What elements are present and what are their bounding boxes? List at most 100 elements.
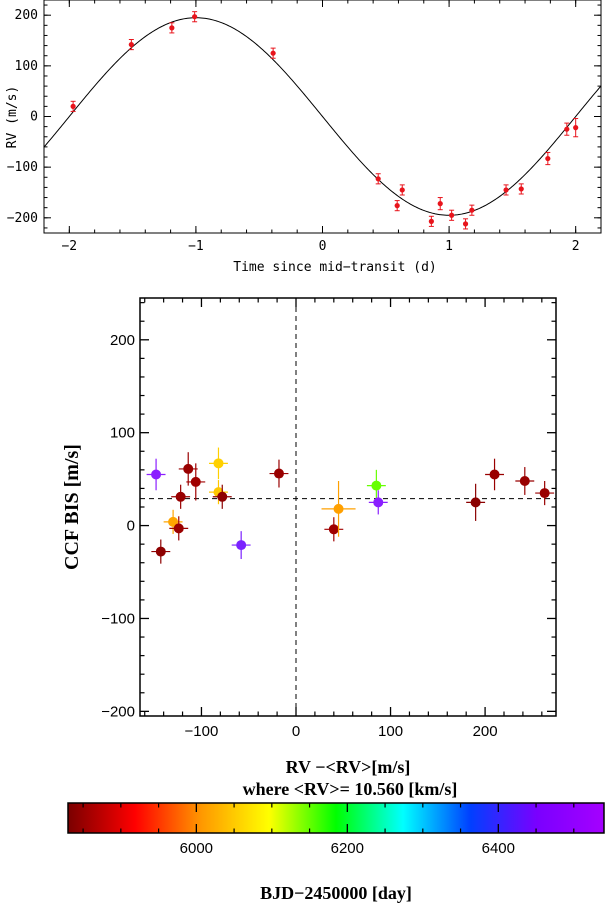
rv-ytick-label: −100 bbox=[7, 160, 38, 175]
rv-point bbox=[428, 215, 434, 227]
bis-point bbox=[209, 447, 228, 480]
bis-point bbox=[324, 517, 344, 542]
rv-point bbox=[375, 173, 381, 185]
bis-marker bbox=[190, 476, 201, 487]
rv-model-curve bbox=[44, 17, 601, 216]
bis-xtick-label: 0 bbox=[292, 723, 300, 740]
colorbar-tick-label: 6400 bbox=[482, 840, 515, 857]
rv-xtick-label: 0 bbox=[319, 239, 327, 254]
rv-xtick-label: 1 bbox=[445, 239, 453, 254]
bis-marker bbox=[155, 546, 166, 557]
bis-marker bbox=[236, 540, 247, 551]
rv-point bbox=[469, 204, 475, 216]
rv-point bbox=[70, 100, 76, 112]
bis-point bbox=[178, 452, 198, 486]
bis-point bbox=[171, 484, 191, 509]
bis-point bbox=[146, 458, 166, 491]
rv-ytick-label: 200 bbox=[15, 8, 38, 23]
rv-marker bbox=[503, 187, 509, 193]
rv-marker bbox=[428, 218, 434, 224]
rv-marker bbox=[192, 14, 198, 20]
bis-marker bbox=[539, 488, 550, 499]
bis-xtick-label: 200 bbox=[473, 723, 498, 740]
rv-point bbox=[503, 184, 509, 196]
colorbar-tick-label: 6200 bbox=[331, 840, 364, 857]
rv-marker bbox=[70, 103, 76, 109]
colorbar-gradient bbox=[67, 802, 605, 834]
bis-marker bbox=[217, 491, 228, 502]
rv-marker bbox=[449, 212, 455, 218]
rv-ytick-label: 0 bbox=[30, 110, 38, 125]
rv-point bbox=[270, 47, 276, 59]
rv-panel: −2 −1 0 1 2 −200 −100 0 100 200 Time since mid−tr… bbox=[5, 0, 602, 275]
bis-marker bbox=[371, 480, 382, 491]
rv-marker bbox=[169, 25, 175, 31]
bis-point bbox=[269, 459, 289, 488]
rv-xlabel: Time since mid−transit (d) bbox=[233, 260, 437, 275]
bis-marker bbox=[151, 469, 162, 480]
bis-point bbox=[485, 458, 504, 491]
bis-marker bbox=[183, 463, 194, 474]
rv-marker bbox=[270, 50, 276, 56]
rv-point bbox=[192, 11, 198, 23]
bis-point bbox=[169, 516, 189, 541]
colorbar-tick-label: 6000 bbox=[180, 840, 213, 857]
bis-marker bbox=[168, 516, 179, 527]
rv-marker bbox=[564, 126, 570, 132]
bis-point bbox=[186, 463, 206, 501]
rv-marker bbox=[545, 155, 551, 162]
bis-panel: −100 0 100 200 −200 −100 0 100 200 RV −<RV>[m/s]… bbox=[61, 297, 557, 799]
rv-marker bbox=[518, 186, 524, 192]
bis-point bbox=[535, 480, 555, 506]
bis-ytick-label: 0 bbox=[127, 518, 135, 535]
bis-marker bbox=[173, 523, 184, 534]
bis-marker bbox=[273, 468, 284, 479]
rv-xtick-label: −2 bbox=[61, 239, 77, 254]
bis-point bbox=[163, 509, 183, 534]
rv-point bbox=[394, 200, 400, 212]
rv-point bbox=[399, 184, 405, 196]
colorbar-label: BJD−2450000 [day] bbox=[260, 883, 412, 903]
bis-xlabel-2: where <RV>= 10.560 [km/s] bbox=[243, 779, 458, 799]
bis-point bbox=[366, 469, 386, 502]
bis-ytick-label: 100 bbox=[110, 425, 135, 442]
colorbar: 6000 6200 6400 BJD−2450000 [day] bbox=[67, 802, 605, 903]
bis-point bbox=[368, 490, 388, 515]
bis-point bbox=[212, 484, 232, 509]
bis-marker bbox=[328, 524, 339, 535]
rv-point bbox=[128, 39, 134, 51]
rv-point bbox=[518, 183, 524, 195]
bis-xlabel: RV −<RV>[m/s] bbox=[286, 757, 411, 777]
rv-ytick-label: 100 bbox=[15, 59, 38, 74]
rv-marker bbox=[573, 125, 579, 131]
bis-point bbox=[231, 531, 251, 560]
bis-point bbox=[466, 483, 486, 521]
bis-xtick-label: 100 bbox=[378, 723, 403, 740]
rv-ylabel: RV (m/s) bbox=[5, 86, 20, 149]
bis-point bbox=[515, 467, 535, 495]
bis-point bbox=[151, 539, 171, 564]
rv-point bbox=[573, 118, 579, 138]
bis-point bbox=[321, 480, 356, 537]
bis-marker bbox=[519, 475, 530, 486]
rv-marker bbox=[469, 207, 475, 213]
rv-point bbox=[169, 22, 175, 34]
bis-marker bbox=[213, 458, 224, 469]
rv-point bbox=[437, 197, 443, 211]
bis-marker bbox=[175, 491, 186, 502]
bis-marker bbox=[470, 497, 481, 508]
bis-marker bbox=[333, 503, 344, 514]
rv-marker bbox=[462, 221, 469, 227]
bis-ytick-label: −200 bbox=[101, 703, 135, 720]
rv-point bbox=[564, 122, 570, 136]
rv-point bbox=[545, 151, 551, 166]
rv-marker bbox=[437, 201, 443, 207]
rv-point bbox=[462, 218, 469, 230]
rv-marker bbox=[399, 187, 405, 193]
rv-marker bbox=[128, 41, 134, 48]
rv-marker bbox=[394, 203, 400, 209]
bis-ytick-label: −100 bbox=[101, 610, 135, 627]
bis-marker bbox=[489, 469, 500, 480]
rv-marker bbox=[375, 176, 381, 182]
